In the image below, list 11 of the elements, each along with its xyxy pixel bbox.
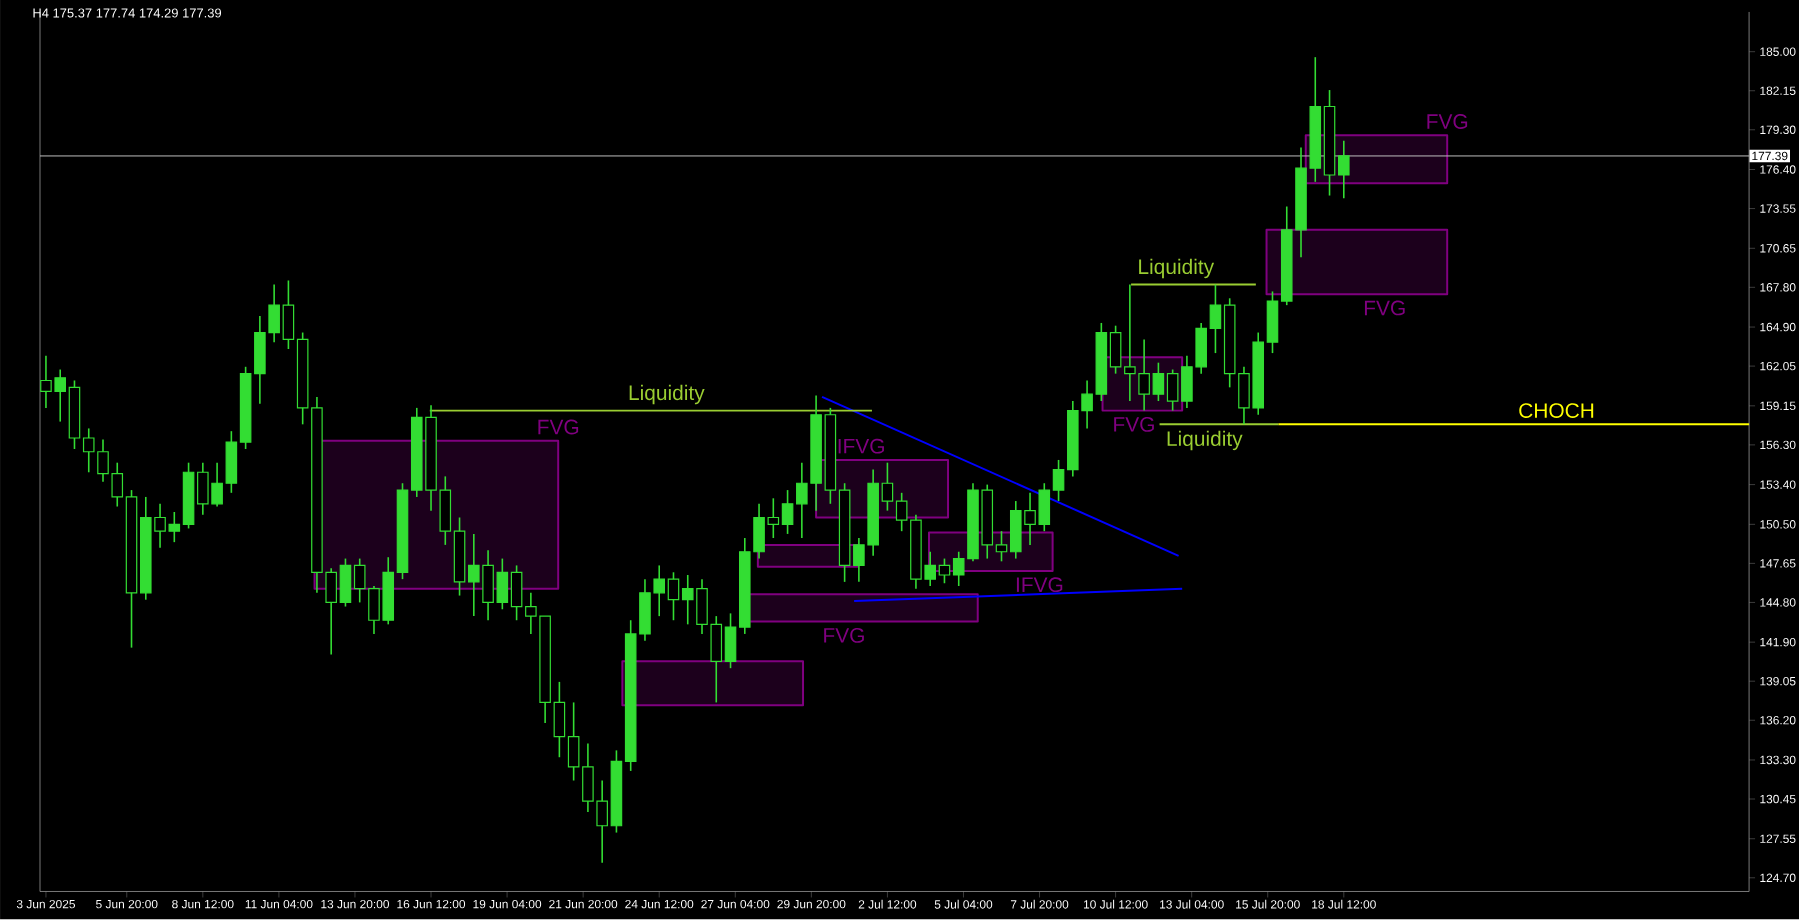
annotation: IFVG [1016,577,1063,593]
annotation: FVG [824,628,864,644]
annotation: FVG [1364,300,1405,316]
annotation: CHOCH [1519,403,1594,419]
annotation: FVG [538,419,579,435]
annotation: FVG [1427,114,1468,130]
annotation: Liquidity [1139,258,1215,279]
annotation: Liquidity [1167,430,1243,451]
annotation: FVG [1114,417,1154,433]
annotation: IFVG [838,439,884,454]
annotation: Liquidity [629,385,705,405]
